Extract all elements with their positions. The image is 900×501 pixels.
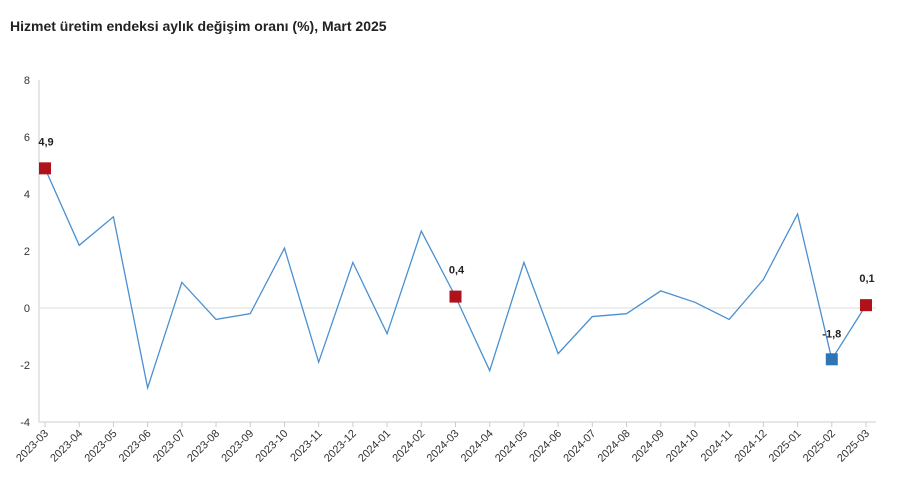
x-tick-label: 2023-09 [219,428,256,465]
x-tick-label: 2023-08 [185,428,222,465]
y-tick-label: 8 [24,75,30,87]
x-tick-label: 2024-03 [425,428,462,465]
x-tick-label: 2023-05 [83,428,120,465]
highlight-marker [39,162,51,175]
x-tick-label: 2023-06 [117,428,154,465]
y-tick-label: 6 [24,132,30,144]
data-label: 4,9 [38,136,53,148]
x-tick-label: 2023-04 [48,428,85,465]
x-tick-label: 2025-02 [801,428,838,465]
highlight-marker [825,353,838,366]
y-tick-label: 4 [24,189,30,201]
data-label: 0,1 [859,273,874,285]
x-tick-label: 2024-06 [527,428,564,465]
x-tick-label: 2025-03 [835,428,872,465]
x-tick-label: 2024-07 [561,428,598,465]
x-tick-label: 2025-01 [767,428,804,465]
series-line [44,168,867,391]
data-label: 0,4 [449,265,465,277]
x-tick-label: 2023-07 [151,428,188,465]
x-tick-label: 2024-08 [596,428,633,465]
highlight-marker [449,290,462,303]
x-tick-label: 2024-01 [356,428,393,465]
highlight-marker [860,299,872,312]
x-tick-label: 2023-11 [288,428,324,464]
x-tick-label: 2024-09 [630,428,667,465]
x-tick-label: 2024-11 [699,428,735,464]
x-tick-label: 2023-10 [254,428,291,465]
chart-title: Hizmet üretim endeksi aylık değişim oran… [10,18,387,34]
y-tick-label: -2 [20,360,30,372]
x-tick-label: 2024-02 [390,428,427,465]
x-tick-label: 2023-03 [14,428,51,465]
x-tick-label: 2024-12 [732,428,769,465]
y-tick-label: -4 [20,417,30,429]
x-tick-label: 2024-04 [459,428,496,465]
y-tick-label: 0 [24,303,30,315]
data-label: -1,8 [822,328,841,340]
x-tick-label: 2024-05 [493,428,530,465]
y-tick-label: 2 [24,246,30,258]
x-tick-label: 2023-12 [322,428,359,465]
x-tick-label: 2024-10 [664,428,701,465]
